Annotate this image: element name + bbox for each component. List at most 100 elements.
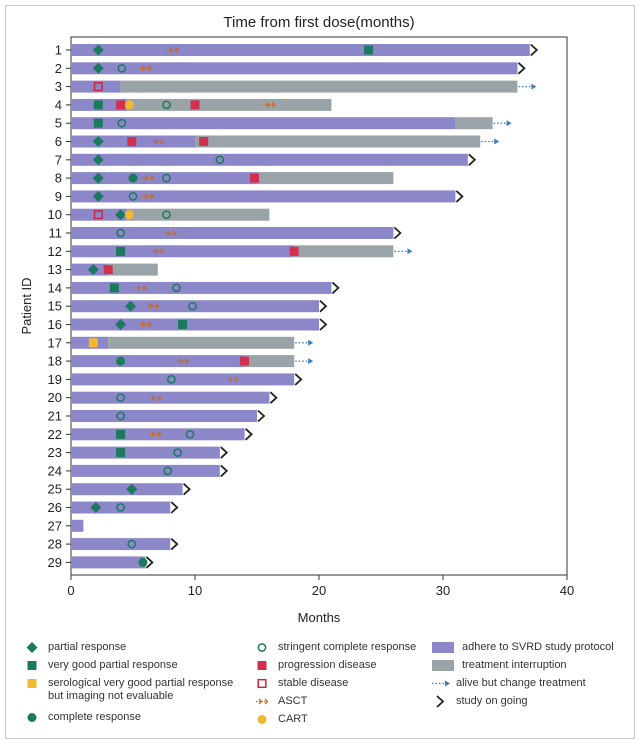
marker-progression-disease [289,246,299,256]
marker-asct-head2 [150,193,155,200]
marker-asct [263,101,276,108]
marker-progression-disease [240,356,250,366]
marker-asct-head2 [160,248,165,255]
marker-partial-response [115,209,127,221]
marker-stringent-complete-response-shape [185,429,195,439]
end-marker-ongoing [393,226,402,240]
bar-interruption [108,336,295,349]
marker-very-good-partial-response [116,246,126,256]
marker-stringent-complete-response [162,210,171,220]
bar-interruption [120,80,518,93]
bar-adhere [71,227,394,239]
marker-stringent-complete-response-shape [116,393,125,403]
marker-asct-head2 [142,284,147,291]
marker-stringent-complete-response [173,448,182,457]
end-marker-ongoing [517,62,526,75]
end-marker-alive [481,138,500,145]
x-axis-label: Months [298,610,341,625]
marker-complete-response-shape [138,557,148,567]
patient-row-8: 8 [55,171,394,186]
marker-complete-response [116,356,126,366]
marker-complete-response-shape [128,173,138,183]
marker-asct-head1 [166,230,171,236]
marker-stringent-complete-response-shape [173,448,182,457]
patient-id-label: 9 [55,189,62,204]
x-tick-label: 0 [67,583,74,598]
marker-partial-response-shape [92,172,104,184]
y-axis-label: Patient ID [19,277,34,334]
patient-id-label: 20 [48,390,62,405]
patient-row-28: 28 [48,537,179,552]
marker-asct-head2 [234,376,239,383]
bar-adhere [71,446,220,459]
patient-row-11: 11 [49,226,402,241]
marker-very-good-partial-response-shape [116,246,126,256]
patient-id-label: 28 [48,537,62,552]
marker-asct [146,303,160,310]
marker-partial-response-shape [90,502,102,513]
patient-id-label: 8 [55,171,62,186]
bar-adhere [71,300,319,313]
end-marker-ongoing [244,428,253,441]
marker-stringent-complete-response-shape [162,210,171,220]
end-marker-ongoing-shape [145,556,154,569]
marker-partial-response-shape [115,319,127,330]
marker-progression-disease-shape [250,173,260,183]
marker-asct [149,394,162,401]
end-marker-ongoing [182,483,191,496]
end-marker-ongoing-shape [468,153,477,166]
patient-row-2: 2 [55,61,526,76]
marker-asct [134,284,147,291]
patient-row-12: 12 [48,244,413,259]
bar-interruption [195,135,481,148]
marker-stringent-complete-response-shape [215,155,225,165]
marker-cart [124,100,134,110]
marker-stringent-complete-response [117,63,127,73]
marker-asct [139,65,152,72]
marker-partial-response [92,44,104,56]
patient-row-27: 27 [48,518,84,533]
patient-id-label: 14 [48,280,62,295]
bar-interruption [126,208,270,221]
marker-partial-response-shape [92,190,104,202]
marker-progression-disease [103,265,113,275]
end-marker-ongoing [530,43,539,57]
marker-stringent-complete-response [116,411,125,421]
end-marker-alive-head [407,248,413,255]
marker-very-good-partial-response-shape [93,100,103,110]
bar-adhere [71,556,146,569]
marker-stable-disease [93,210,103,220]
bar-interruption [108,263,158,276]
marker-asct [141,175,155,182]
bar-adhere [71,190,456,203]
patient-id-label: 10 [48,207,62,222]
marker-progression-disease-shape [116,100,126,110]
patient-id-label: 12 [48,244,62,259]
marker-asct [164,230,177,236]
marker-progression-disease-shape [240,356,250,366]
patient-id-label: 3 [55,79,62,94]
marker-partial-response [87,264,99,276]
patient-row-26: 26 [48,500,179,515]
patient-row-17: 17 [48,335,314,350]
marker-partial-response-shape [92,44,104,56]
patient-id-label: 6 [55,134,62,149]
marker-very-good-partial-response-shape [364,45,374,55]
marker-asct-head1 [265,101,270,108]
marker-stringent-complete-response-shape [188,301,197,311]
marker-stringent-complete-response [188,301,197,311]
bar-adhere [71,44,530,56]
marker-asct-head1 [149,303,154,310]
end-marker-ongoing-shape [220,446,229,459]
end-marker-ongoing [269,391,278,404]
marker-very-good-partial-response-shape [178,320,188,329]
marker-very-good-partial-response [93,100,103,110]
marker-progression-disease [127,137,137,146]
x-tick-label: 20 [312,583,326,598]
marker-very-good-partial-response [178,320,188,329]
end-marker-alive-head [308,358,314,365]
bar-adhere [71,410,257,422]
patient-row-14: 14 [48,280,340,295]
patient-id-label: 24 [48,463,62,478]
marker-stringent-complete-response [172,283,181,293]
